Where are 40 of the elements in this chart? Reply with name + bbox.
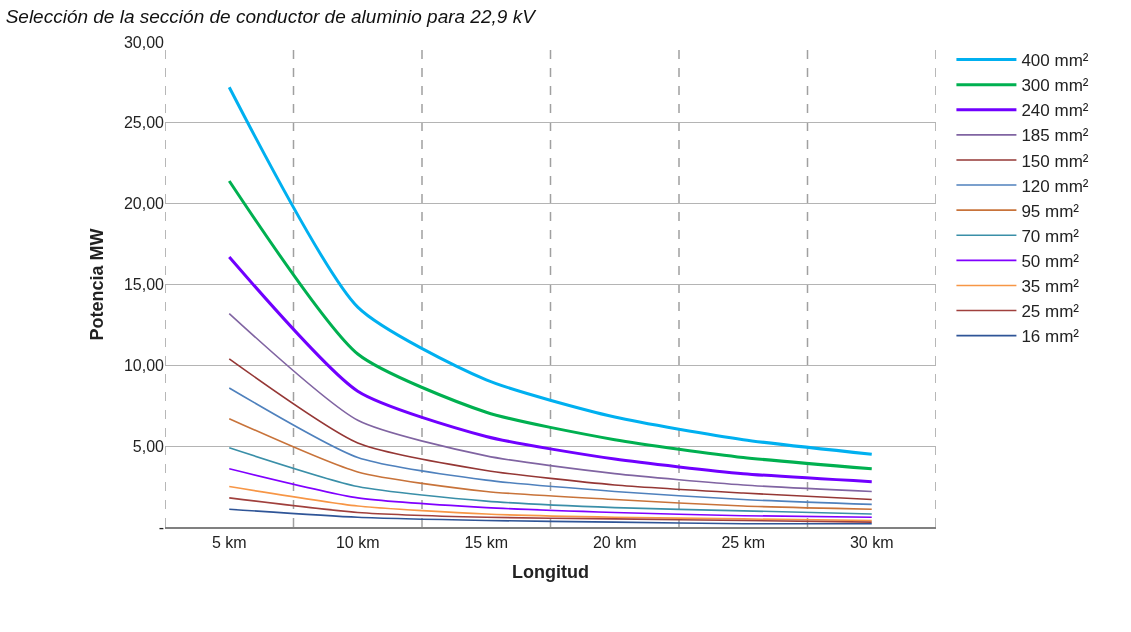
legend-label: 95 mm²	[1021, 201, 1080, 221]
y-tick-label: -	[158, 518, 164, 536]
legend-label: 150 mm²	[1021, 151, 1089, 171]
legend-label: 185 mm²	[1021, 126, 1089, 146]
line-series	[228, 358, 873, 501]
x-tick-label: 10 km	[335, 534, 380, 552]
line-series	[227, 179, 874, 471]
legend-label: 35 mm²	[1021, 277, 1080, 297]
legend-label: 400 mm²	[1021, 51, 1089, 71]
line-series	[227, 85, 874, 456]
x-tick-label: 5 km	[211, 534, 247, 552]
y-tick-label: 15,00	[123, 276, 165, 294]
legend-label: 240 mm²	[1021, 101, 1089, 121]
line-series	[228, 387, 873, 506]
x-tick-label: 15 km	[464, 534, 509, 552]
line-series	[228, 508, 873, 525]
line-series	[228, 312, 873, 493]
legend-label: 25 mm²	[1021, 302, 1080, 322]
chart-title: Selección de la sección de conductor de aluminio para 22,9 kV	[5, 5, 538, 27]
y-axis-title: Potencia MW	[87, 228, 108, 341]
x-axis-title: Longitud	[512, 561, 589, 582]
y-tick-label: 25,00	[123, 114, 165, 132]
x-tick-label: 30 km	[849, 534, 894, 552]
legend-label: 50 mm²	[1021, 251, 1080, 271]
y-tick-label: 30,00	[123, 33, 165, 51]
legend-label: 70 mm²	[1021, 226, 1080, 246]
x-tick-label: 20 km	[592, 534, 637, 552]
legend-label: 16 mm²	[1021, 327, 1080, 347]
y-tick-label: 20,00	[123, 195, 165, 213]
line-series	[227, 255, 874, 484]
line-series	[228, 485, 873, 522]
line-series	[228, 497, 873, 523]
y-tick-label: 10,00	[123, 356, 165, 374]
legend-label: 120 mm²	[1021, 176, 1089, 196]
line-series	[228, 417, 873, 511]
legend-label: 300 mm²	[1021, 76, 1089, 96]
line-series	[228, 468, 873, 519]
y-tick-label: 5,00	[132, 437, 165, 455]
line-series	[228, 446, 873, 515]
x-tick-label: 25 km	[721, 534, 766, 552]
